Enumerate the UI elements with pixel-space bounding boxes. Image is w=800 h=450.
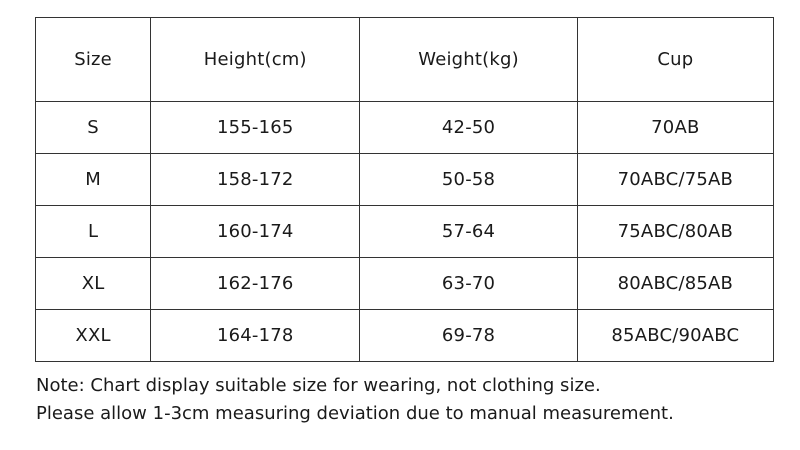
cell-weight: 63-70 [359, 257, 578, 310]
cell-weight: 42-50 [359, 101, 578, 154]
cell-height: 158-172 [150, 153, 361, 206]
cell-weight: 69-78 [359, 309, 578, 362]
cell-size: S [34, 101, 152, 154]
header-size: Size [34, 17, 152, 102]
cell-size: M [34, 153, 152, 206]
cell-weight: 50-58 [359, 153, 578, 206]
table-header-row: Size Height(cm) Weight(kg) Cup [34, 17, 775, 102]
cell-height: 162-176 [150, 257, 361, 310]
table-row: M 158-172 50-58 70ABC/75AB [34, 153, 775, 206]
note-label: Note: [36, 375, 85, 396]
cell-size: XXL [34, 309, 152, 362]
cell-height: 164-178 [150, 309, 361, 362]
cell-weight: 57-64 [359, 205, 578, 258]
notes-block: Note: Chart display suitable size for we… [36, 372, 674, 428]
cell-size: XL [34, 257, 152, 310]
table-row: XL 162-176 63-70 80ABC/85AB [34, 257, 775, 310]
table-row: S 155-165 42-50 70AB [34, 101, 775, 154]
header-height: Height(cm) [150, 17, 361, 102]
cell-cup: 70ABC/75AB [576, 153, 775, 206]
header-cup: Cup [576, 17, 775, 102]
note-line-1: Note: Chart display suitable size for we… [36, 372, 674, 400]
cell-cup: 80ABC/85AB [576, 257, 775, 310]
cell-cup: 70AB [576, 101, 775, 154]
cell-cup: 85ABC/90ABC [576, 309, 775, 362]
note-text: Chart display suitable size for wearing,… [84, 375, 601, 396]
table-row: L 160-174 57-64 75ABC/80AB [34, 205, 775, 258]
cell-size: L [34, 205, 152, 258]
note-line-2: Please allow 1-3cm measuring deviation d… [36, 403, 674, 424]
cell-height: 160-174 [150, 205, 361, 258]
table-row: XXL 164-178 69-78 85ABC/90ABC [34, 309, 775, 362]
cell-height: 155-165 [150, 101, 361, 154]
size-chart-table: Size Height(cm) Weight(kg) Cup S 155-165… [34, 17, 775, 362]
header-weight: Weight(kg) [359, 17, 578, 102]
cell-cup: 75ABC/80AB [576, 205, 775, 258]
